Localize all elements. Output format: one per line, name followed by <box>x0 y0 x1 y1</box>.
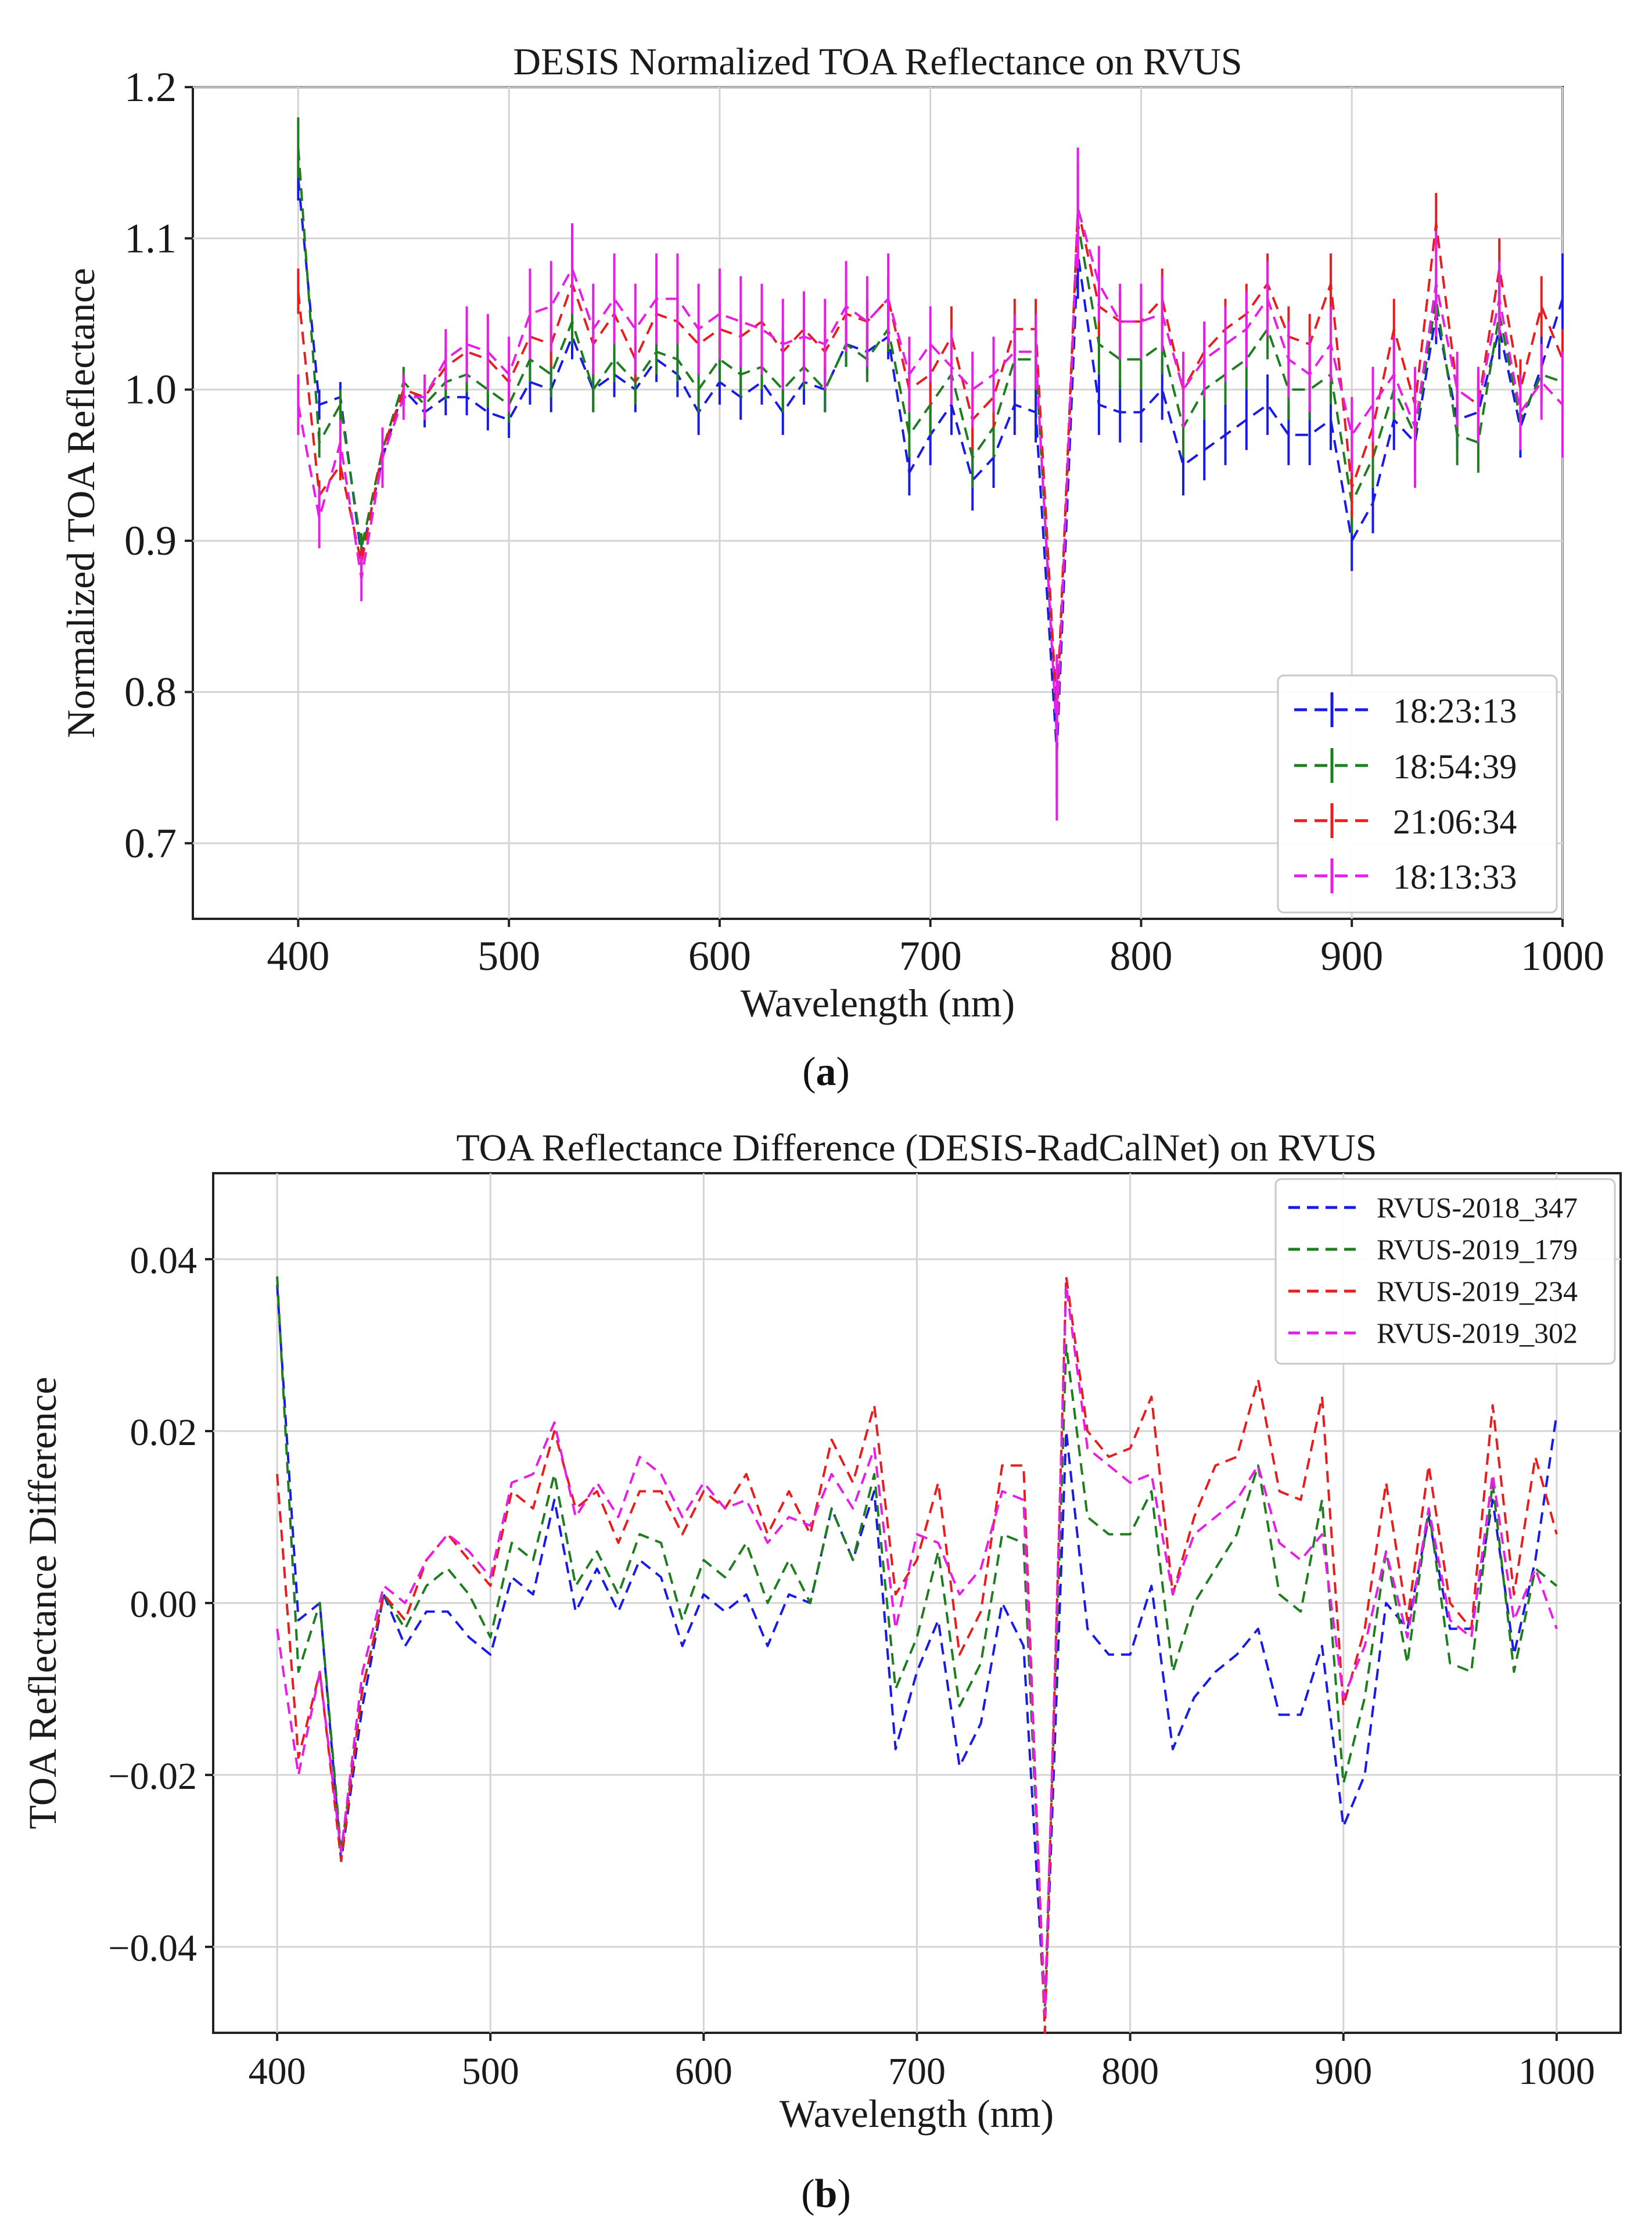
legend-a-label-2: 18:54:39 <box>1393 747 1517 786</box>
chart-b-series-4 <box>276 1284 1558 2017</box>
chart-b-x-tick-label: 500 <box>462 2050 519 2093</box>
chart-b-x-tick-label: 600 <box>675 2050 732 2093</box>
chart-b-series-line-2 <box>276 1276 1558 2008</box>
caption-a-open: ( <box>802 1050 816 1094</box>
chart-b-y-tick-label: 0.00 <box>130 1583 197 1626</box>
caption-a: (a) <box>0 1049 1652 1095</box>
legend-b-entry-3: RVUS-2019_234 <box>1288 1275 1578 1307</box>
legend-a-label-1: 18:23:13 <box>1393 692 1517 730</box>
chart-a-x-tick-label: 700 <box>899 933 962 979</box>
chart-a-y-tick-label: 1.2 <box>124 64 177 110</box>
caption-b: (b) <box>0 2171 1652 2218</box>
chart-b-grid <box>213 1173 1621 2033</box>
chart-a-series-4 <box>297 148 1564 821</box>
chart-a-x-tick-label: 400 <box>267 933 329 979</box>
chart-b-series-line-4 <box>276 1284 1558 2017</box>
chart-a-y-tick-label: 0.8 <box>124 669 177 715</box>
legend-b-label-1: RVUS-2018_347 <box>1377 1191 1578 1224</box>
chart-a-y-axis-label: Normalized TOA Reflectance <box>59 268 103 738</box>
chart-b-series-line-3 <box>276 1275 1558 2034</box>
caption-a-close: ) <box>836 1050 850 1094</box>
chart-a-ticks: 400 500 600 700 800 900 1000 0.7 0.8 0.9 1.0 1.1 1.2 <box>124 64 1604 979</box>
legend-a-entry-1: 18:23:13 <box>1294 692 1517 730</box>
legend-a-label-4: 18:13:33 <box>1393 858 1517 896</box>
chart-b-x-tick-label: 1000 <box>1518 2050 1595 2093</box>
caption-a-letter: a <box>816 1050 836 1094</box>
chart-a-x-axis-label: Wavelength (nm) <box>741 981 1015 1025</box>
chart-a-y-tick-label: 1.1 <box>124 215 177 261</box>
chart-b-y-axis-label: TOA Reflectance Difference <box>20 1377 64 1829</box>
chart-a-x-tick-label: 1000 <box>1521 933 1604 979</box>
chart-a-legend-box <box>1277 674 1558 914</box>
chart-a-title: DESIS Normalized TOA Reflectance on RVUS <box>513 41 1242 83</box>
chart-a: 400 500 600 700 800 900 1000 0.7 0.8 0.9 1.0 1.1 1.2… <box>59 41 1604 1025</box>
chart-b-y-tick-label: −0.04 <box>108 1927 197 1970</box>
chart-b: 400 500 600 700 800 900 1000 −0.04 −0.02 0.00 0.02… <box>20 1127 1622 2136</box>
legend-b-entry-4: RVUS-2019_302 <box>1288 1317 1578 1349</box>
chart-b-x-tick-label: 900 <box>1315 2050 1372 2093</box>
chart-b-x-tick-label: 400 <box>249 2050 306 2093</box>
legend-a-label-3: 21:06:34 <box>1393 803 1517 841</box>
chart-b-x-tick-label: 800 <box>1101 2050 1159 2093</box>
caption-b-close: ) <box>837 2172 851 2216</box>
chart-b-series-line-1 <box>276 1285 1558 2017</box>
legend-b-label-2: RVUS-2019_179 <box>1377 1233 1578 1266</box>
caption-b-letter: b <box>814 2172 838 2216</box>
chart-a-x-tick-label: 900 <box>1320 933 1383 979</box>
caption-b-open: ( <box>801 2172 815 2216</box>
chart-a-y-tick-label: 0.7 <box>124 820 177 867</box>
chart-b-x-tick-label: 700 <box>888 2050 946 2093</box>
chart-b-title: TOA Reflectance Difference (DESIS-RadCal… <box>457 1127 1377 1169</box>
chart-b-legend: RVUS-2018_347 RVUS-2019_179 RVUS-2019_23… <box>1274 1178 1616 1365</box>
legend-b-label-4: RVUS-2019_302 <box>1377 1317 1578 1349</box>
legend-b-entry-2: RVUS-2019_179 <box>1288 1233 1578 1266</box>
chart-b-y-tick-label: 0.04 <box>130 1239 197 1282</box>
chart-a-y-tick-label: 1.0 <box>124 366 177 413</box>
chart-b-ticks: 400 500 600 700 800 900 1000 −0.04 −0.02 0.00 0.02… <box>108 1239 1595 2093</box>
legend-a-entry-2: 18:54:39 <box>1294 747 1517 786</box>
chart-b-series-3 <box>276 1275 1558 2034</box>
chart-a-x-tick-label: 800 <box>1109 933 1172 979</box>
legend-b-entry-1: RVUS-2018_347 <box>1288 1191 1578 1224</box>
chart-b-series-1 <box>276 1285 1558 2017</box>
legend-a-entry-4: 18:13:33 <box>1294 858 1517 896</box>
chart-b-series <box>276 1275 1558 2034</box>
chart-a-series <box>297 117 1564 821</box>
chart-b-y-tick-label: 0.02 <box>130 1411 197 1454</box>
chart-b-legend-box <box>1274 1178 1616 1365</box>
chart-b-y-tick-label: −0.02 <box>108 1755 197 1798</box>
chart-b-x-axis-label: Wavelength (nm) <box>780 2091 1054 2136</box>
legend-b-label-3: RVUS-2019_234 <box>1377 1275 1578 1307</box>
chart-a-x-tick-label: 600 <box>688 933 751 979</box>
chart-a-y-tick-label: 0.9 <box>124 517 177 564</box>
chart-a-x-tick-label: 500 <box>477 933 540 979</box>
chart-b-series-2 <box>276 1276 1558 2008</box>
chart-a-legend: 18:23:13 18:54:39 21:06:34 18:13:33 <box>1277 674 1558 914</box>
legend-a-entry-3: 21:06:34 <box>1294 803 1517 841</box>
